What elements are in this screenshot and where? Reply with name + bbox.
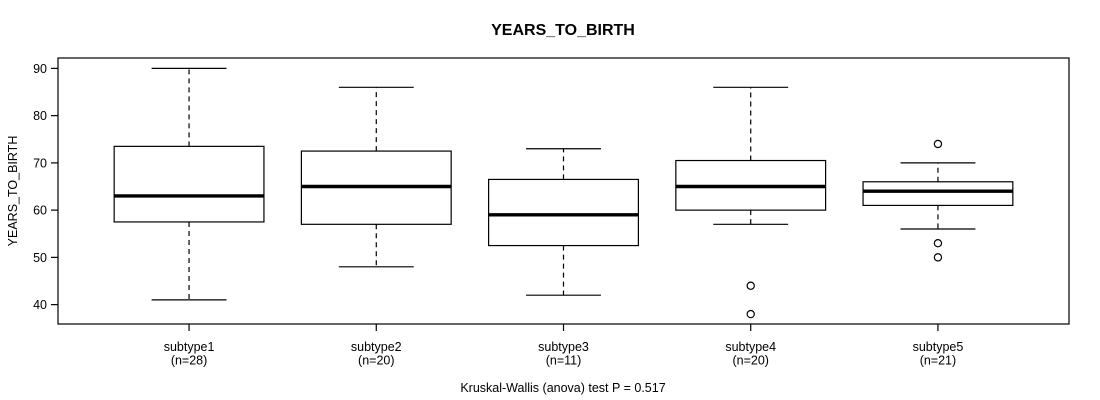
outlier-point <box>746 281 755 290</box>
y-axis-label: YEARS_TO_BIRTH <box>6 136 20 247</box>
y-axis-tick-label: 80 <box>33 109 47 123</box>
chart-title: YEARS_TO_BIRTH <box>491 22 635 39</box>
y-axis-tick-label: 60 <box>33 204 47 218</box>
iqr-box <box>113 145 265 223</box>
iqr-box <box>862 181 1014 207</box>
group-sublabel: (n=21) <box>920 354 956 368</box>
iqr-box <box>488 178 639 247</box>
group-sublabel: (n=11) <box>546 354 582 368</box>
group-label: subtype4 <box>725 340 776 354</box>
outlier-point <box>933 239 943 248</box>
group-label: subtype3 <box>538 340 589 354</box>
y-axis-tick-label: 90 <box>33 62 47 76</box>
y-axis-tick-label: 70 <box>33 156 47 170</box>
outlier-point <box>746 309 755 319</box>
group-sublabel: (n=20) <box>732 354 768 368</box>
group-label: subtype1 <box>164 340 215 354</box>
group-label: subtype2 <box>351 340 402 354</box>
stat-caption: Kruskal-Wallis (anova) test P = 0.517 <box>460 381 665 395</box>
y-axis-tick-label: 40 <box>33 298 47 312</box>
group-label: subtype5 <box>913 340 964 354</box>
outlier-point <box>933 139 943 149</box>
y-axis-tick-label: 50 <box>33 251 47 265</box>
group-sublabel: (n=20) <box>358 354 394 368</box>
group-sublabel: (n=28) <box>171 354 207 368</box>
outlier-point <box>933 253 943 262</box>
